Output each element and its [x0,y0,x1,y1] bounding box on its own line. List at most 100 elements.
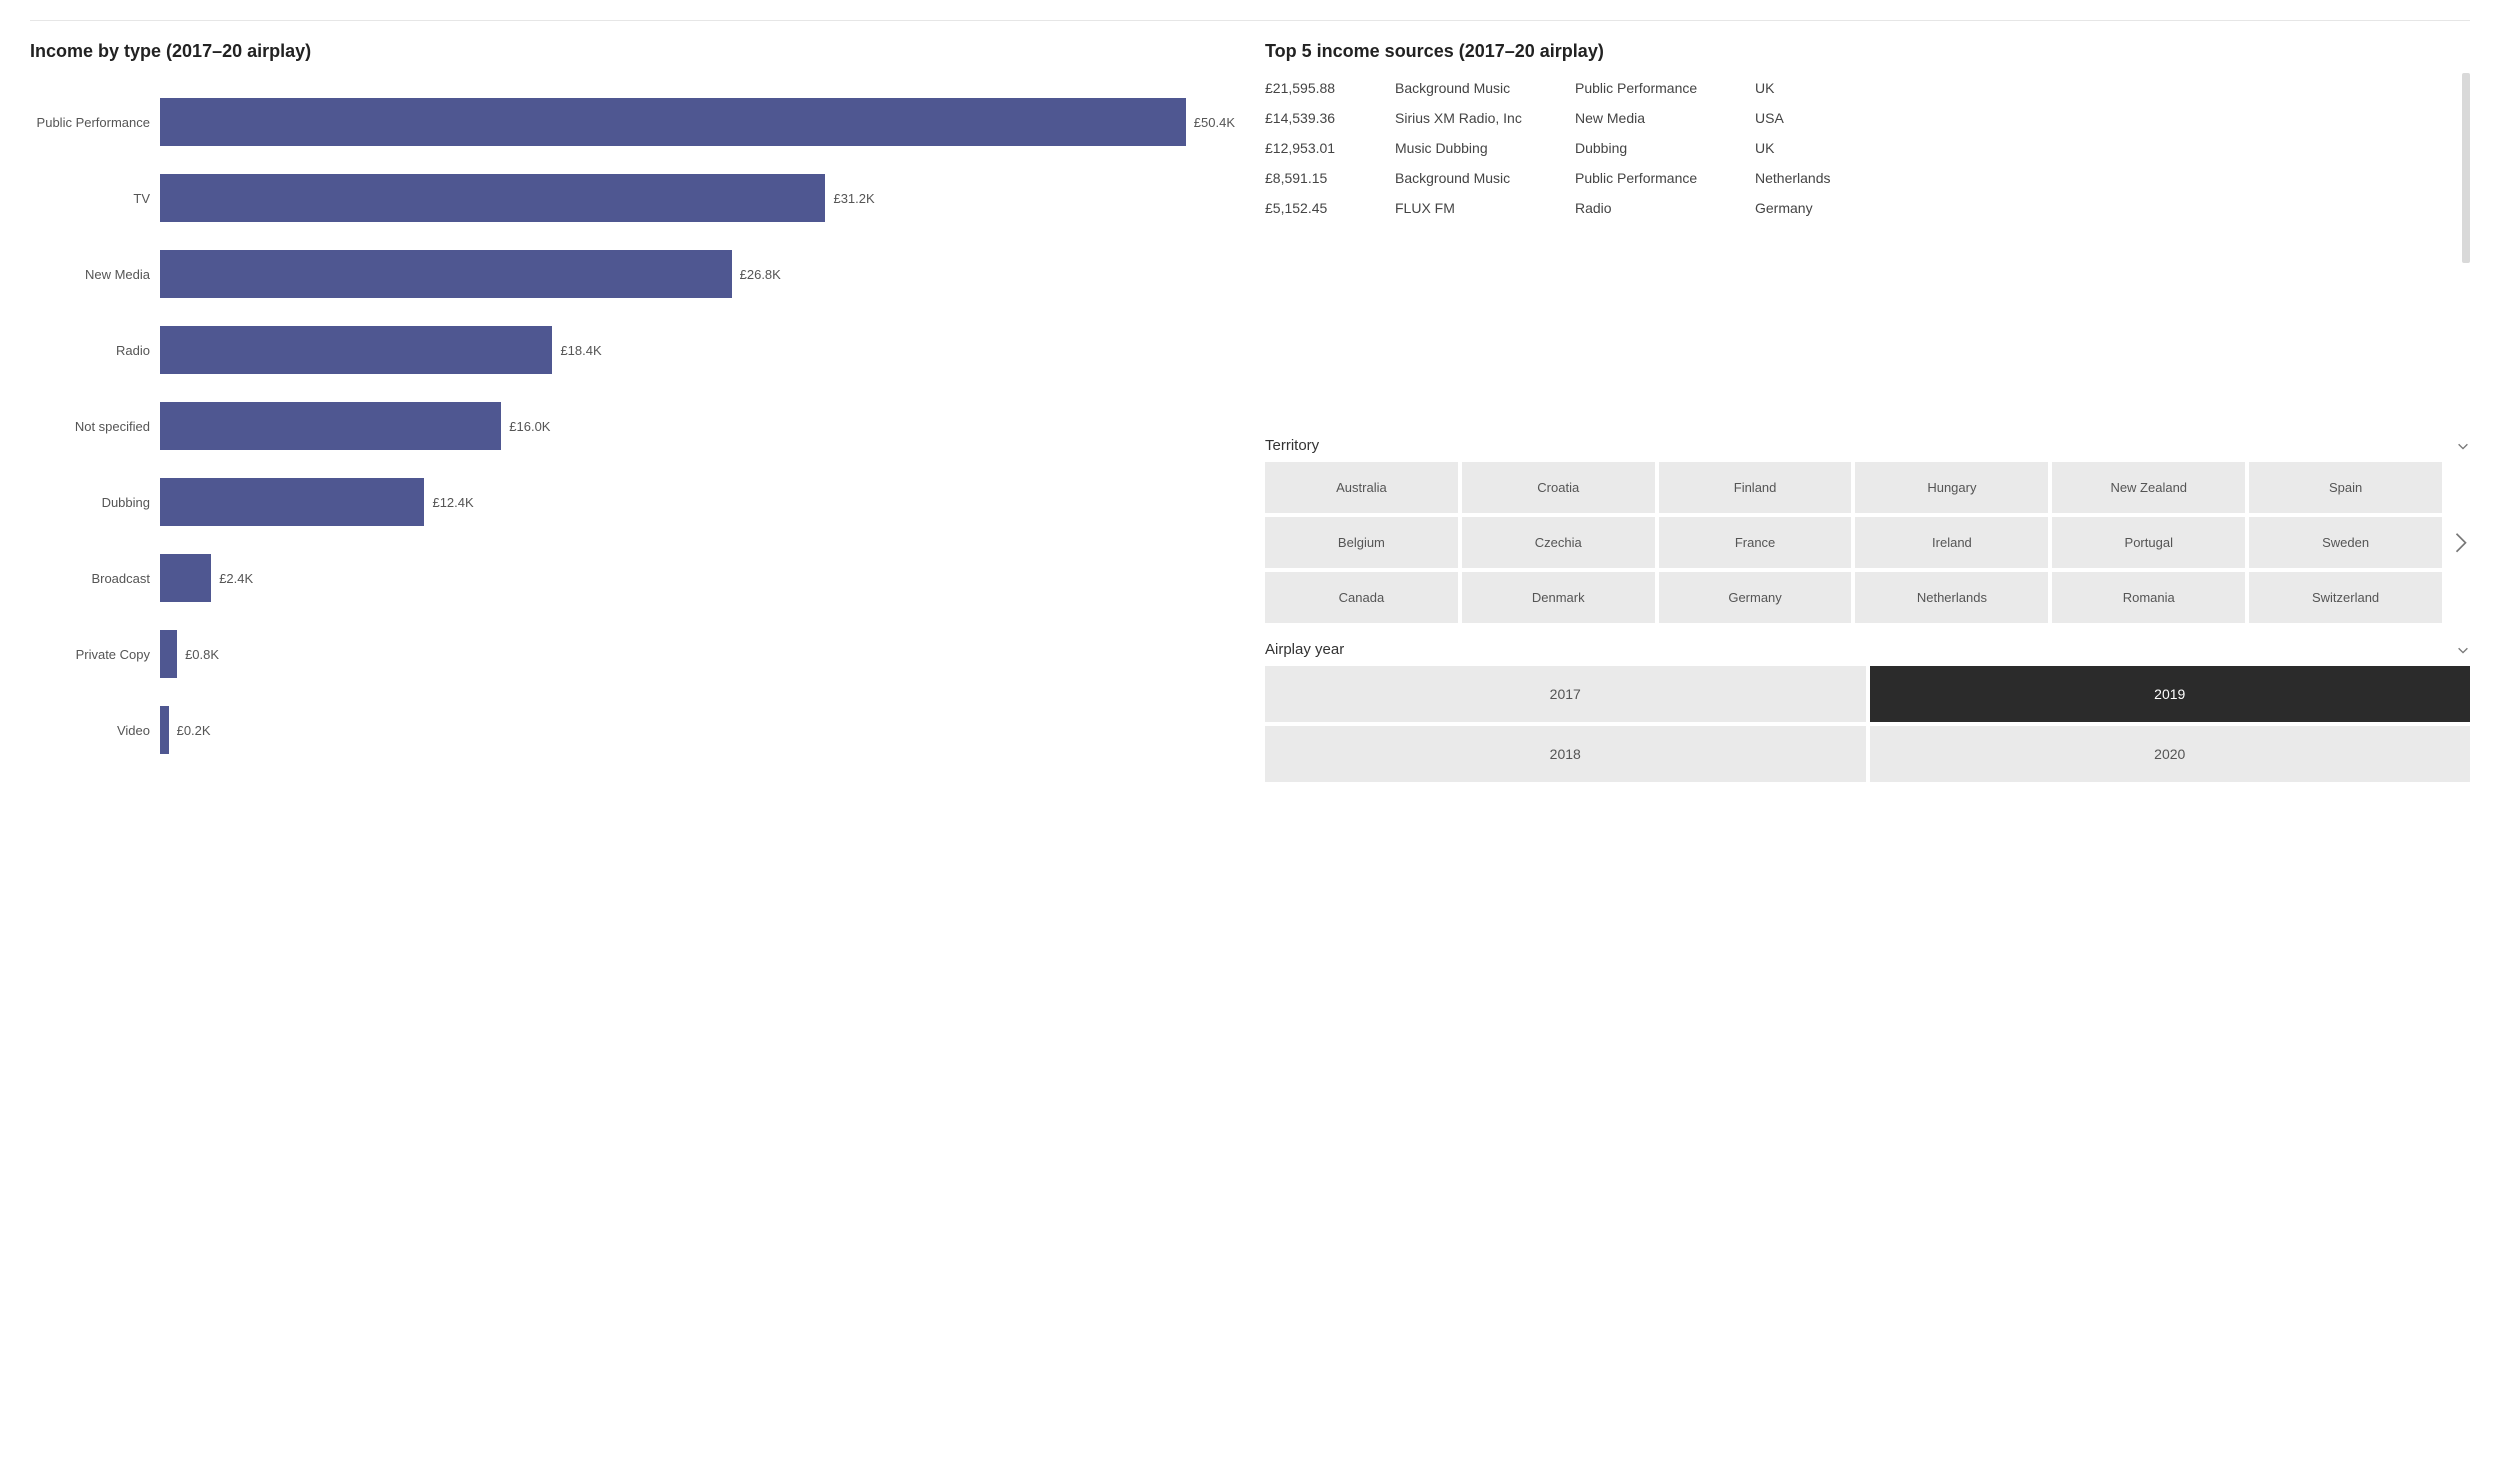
bar-label: Broadcast [30,571,160,586]
bar-track: £16.0K [160,402,1235,450]
territory-slicer-header[interactable]: Territory [1265,437,2470,454]
bar-label: New Media [30,267,160,282]
bar-row: Broadcast £2.4K [30,554,1235,602]
table-cell: New Media [1575,110,1755,126]
bar-value: £16.0K [509,419,550,434]
table-cell: UK [1755,140,1885,156]
bar-label: Private Copy [30,647,160,662]
bar-value: £0.2K [177,723,211,738]
year-slicer-header[interactable]: Airplay year [1265,641,2470,658]
territory-tile[interactable]: Spain [2249,462,2442,513]
year-slicer-title: Airplay year [1265,641,1344,658]
bar-row: Public Performance£50.4K [30,98,1235,146]
territory-grid-wrap: AustraliaCroatiaFinlandHungaryNew Zealan… [1265,462,2470,623]
bar-label: Video [30,723,160,738]
chevron-down-icon [2456,643,2470,657]
bar-fill[interactable] [160,250,732,298]
bar-track: £18.4K [160,326,1235,374]
top-sources-panel: Top 5 income sources (2017–20 airplay) £… [1265,41,2470,216]
bar-track: £31.2K [160,174,1235,222]
table-cell: Public Performance [1575,80,1755,96]
table-cell: Netherlands [1755,170,1885,186]
table-cell: Sirius XM Radio, Inc [1395,110,1575,126]
bar-row: TV £31.2K [30,174,1235,222]
table-cell: Background Music [1395,170,1575,186]
territory-tile[interactable]: Belgium [1265,517,1458,568]
bar-row: Radio£18.4K [30,326,1235,374]
territory-tile[interactable]: Germany [1659,572,1852,623]
bar-track: £12.4K [160,478,1235,526]
territory-tile[interactable]: Netherlands [1855,572,2048,623]
table-cell: £8,591.15 [1265,170,1395,186]
territory-tile[interactable]: Croatia [1462,462,1655,513]
year-tile[interactable]: 2020 [1870,726,2471,782]
bar-value: £2.4K [219,571,253,586]
territory-tile[interactable]: Denmark [1462,572,1655,623]
bar-label: Dubbing [30,495,160,510]
bar-fill[interactable] [160,554,211,602]
bar-fill[interactable] [160,478,424,526]
bar-label: TV [30,191,160,206]
bar-fill[interactable] [160,98,1186,146]
top-sources-scrollbar[interactable] [2462,73,2470,263]
right-column: Top 5 income sources (2017–20 airplay) £… [1265,41,2470,782]
territory-tile[interactable]: Hungary [1855,462,2048,513]
territory-grid: AustraliaCroatiaFinlandHungaryNew Zealan… [1265,462,2442,623]
territory-tile[interactable]: New Zealand [2052,462,2245,513]
table-cell: Dubbing [1575,140,1755,156]
table-cell: Germany [1755,200,1885,216]
dashboard: Income by type (2017–20 airplay) Public … [30,20,2470,782]
table-cell: Background Music [1395,80,1575,96]
bar-fill[interactable] [160,706,169,754]
bar-fill[interactable] [160,630,177,678]
slicers: Territory AustraliaCroatiaFinlandHungary… [1265,419,2470,782]
bar-value: £26.8K [740,267,781,282]
territory-tile[interactable]: Romania [2052,572,2245,623]
bar-track: £26.8K [160,250,1235,298]
bar-label: Not specified [30,419,160,434]
territory-tile[interactable]: Finland [1659,462,1852,513]
bar-track: £0.8K [160,630,1235,678]
bar-row: Not specified £16.0K [30,402,1235,450]
territory-next-button[interactable] [2452,529,2470,557]
territory-tile[interactable]: France [1659,517,1852,568]
territory-slicer: Territory AustraliaCroatiaFinlandHungary… [1265,437,2470,623]
bar-row: Private Copy£0.8K [30,630,1235,678]
bar-fill[interactable] [160,402,501,450]
territory-slicer-title: Territory [1265,437,1319,454]
income-by-type-panel: Income by type (2017–20 airplay) Public … [30,41,1235,782]
year-tile[interactable]: 2018 [1265,726,1866,782]
table-cell: Music Dubbing [1395,140,1575,156]
bar-track: £0.2K [160,706,1235,754]
bar-value: £18.4K [560,343,601,358]
bar-value: £50.4K [1194,115,1235,130]
territory-tile[interactable]: Sweden [2249,517,2442,568]
bar-fill[interactable] [160,174,825,222]
year-slicer: Airplay year 2017201920182020 [1265,641,2470,782]
territory-tile[interactable]: Switzerland [2249,572,2442,623]
territory-tile[interactable]: Canada [1265,572,1458,623]
territory-tile[interactable]: Portugal [2052,517,2245,568]
bar-row: Video £0.2K [30,706,1235,754]
bar-fill[interactable] [160,326,552,374]
territory-tile[interactable]: Australia [1265,462,1458,513]
table-cell: Radio [1575,200,1755,216]
year-tile[interactable]: 2017 [1265,666,1866,722]
bar-value: £12.4K [432,495,473,510]
table-cell: £12,953.01 [1265,140,1395,156]
table-cell: £5,152.45 [1265,200,1395,216]
table-cell: UK [1755,80,1885,96]
table-cell: FLUX FM [1395,200,1575,216]
territory-tile[interactable]: Czechia [1462,517,1655,568]
table-cell: £21,595.88 [1265,80,1395,96]
chevron-down-icon [2456,439,2470,453]
table-cell: £14,539.36 [1265,110,1395,126]
bar-row: Dubbing £12.4K [30,478,1235,526]
territory-tile[interactable]: Ireland [1855,517,2048,568]
table-cell: USA [1755,110,1885,126]
bar-value: £31.2K [833,191,874,206]
year-tile[interactable]: 2019 [1870,666,2471,722]
income-by-type-chart: Public Performance£50.4K TV £31.2K New Medi… [30,80,1235,754]
year-grid: 2017201920182020 [1265,666,2470,782]
table-cell: Public Performance [1575,170,1755,186]
